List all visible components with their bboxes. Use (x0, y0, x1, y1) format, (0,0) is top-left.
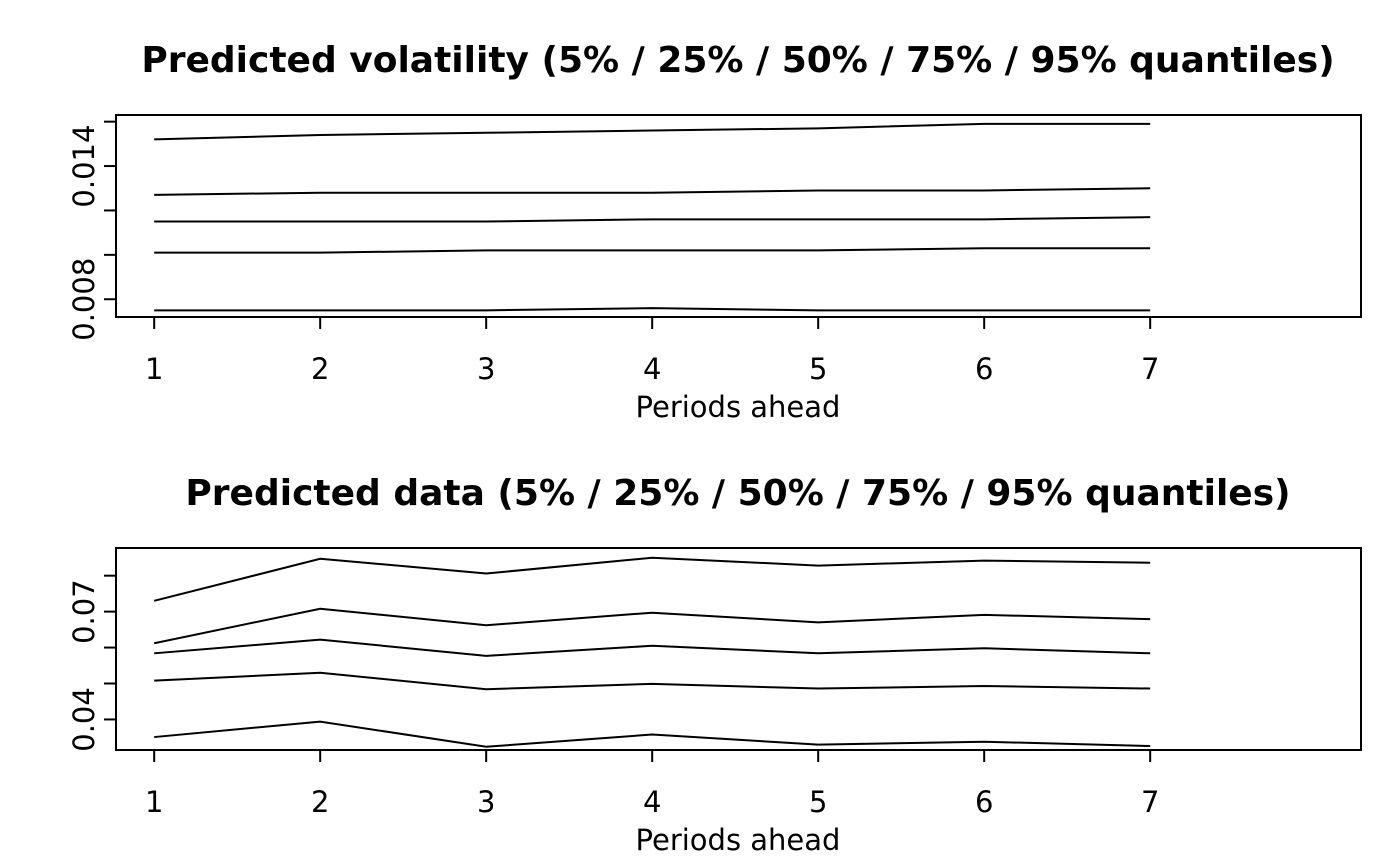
data-x-tick-label: 5 (809, 785, 827, 819)
volatility-x-tick-label: 6 (975, 352, 993, 386)
volatility-series-line-1 (154, 307, 1151, 312)
data-y-tick-label: 0.04 (67, 687, 101, 752)
data-series-line-4 (153, 607, 1151, 645)
volatility-x-tick-label: 1 (145, 352, 163, 386)
data-series-line-3 (154, 638, 1151, 657)
data-y-tick-label: 0.07 (67, 579, 101, 644)
data-series-line-5 (153, 556, 1151, 602)
volatility-series-line-2 (154, 247, 1151, 254)
volatility-x-tick-label: 3 (477, 352, 495, 386)
data-x-tick-label: 1 (145, 785, 163, 819)
volatility-panel: Predicted volatility (5% / 25% / 50% / 7… (67, 40, 1362, 424)
data-x-tick-label: 7 (1141, 785, 1159, 819)
volatility-x-tick-label: 2 (311, 352, 329, 386)
data-x-tick-label: 2 (311, 785, 329, 819)
data-x-tick-label: 4 (643, 785, 661, 819)
data-x-axis-label: Periods ahead (636, 823, 841, 857)
volatility-x-tick-label: 4 (643, 352, 661, 386)
volatility-series-lines (154, 122, 1151, 312)
data-x-axis: 1 2 3 4 5 6 7 (145, 749, 1159, 819)
data-x-tick-label: 6 (975, 785, 993, 819)
data-panel: Predicted data (5% / 25% / 50% / 75% / 9… (67, 473, 1362, 857)
volatility-x-axis: 1 2 3 4 5 6 7 (145, 316, 1159, 386)
volatility-y-axis: 0.008 0.014 (67, 120, 117, 341)
volatility-series-line-4 (154, 187, 1151, 196)
volatility-y-tick-label: 0.014 (67, 125, 101, 208)
volatility-x-axis-label: Periods ahead (636, 390, 841, 424)
data-series-line-1 (154, 720, 1151, 748)
volatility-y-tick-label: 0.008 (67, 258, 101, 341)
data-y-axis: 0.04 0.07 (67, 574, 117, 752)
data-series-line-2 (154, 671, 1151, 691)
volatility-series-line-5 (154, 122, 1151, 141)
data-series-lines (153, 556, 1151, 748)
volatility-series-line-3 (154, 216, 1151, 223)
volatility-x-tick-label: 5 (809, 352, 827, 386)
volatility-chart-title: Predicted volatility (5% / 25% / 50% / 7… (141, 40, 1334, 81)
volatility-x-tick-label: 7 (1141, 352, 1159, 386)
data-chart-title: Predicted data (5% / 25% / 50% / 75% / 9… (185, 473, 1290, 514)
data-x-tick-label: 3 (477, 785, 495, 819)
